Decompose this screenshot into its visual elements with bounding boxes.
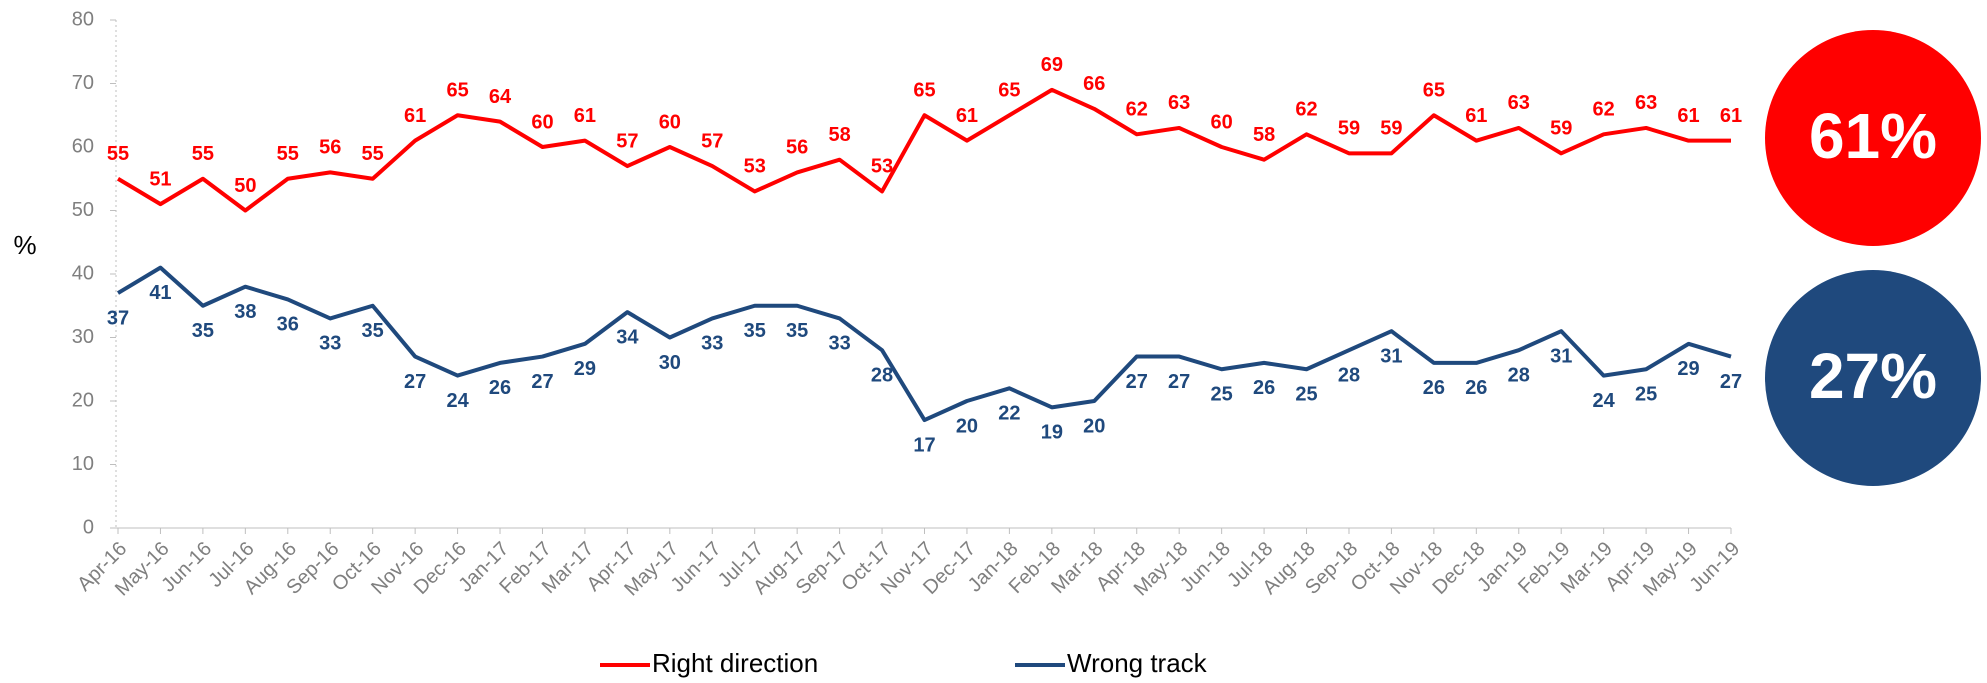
data-label: 26 — [1423, 377, 1445, 399]
data-label: 28 — [1338, 364, 1360, 386]
data-label: 61 — [404, 105, 426, 127]
data-label: 27 — [1720, 371, 1742, 393]
data-label: 20 — [956, 415, 978, 437]
data-label: 25 — [1635, 384, 1657, 406]
data-label: 60 — [531, 111, 553, 133]
data-label: 35 — [786, 320, 808, 342]
data-label: 61 — [574, 105, 596, 127]
data-label: 61 — [956, 105, 978, 127]
data-label: 62 — [1593, 99, 1615, 121]
data-label: 28 — [871, 364, 893, 386]
data-label: 31 — [1550, 345, 1572, 367]
data-label: 65 — [913, 80, 935, 102]
data-label: 22 — [998, 403, 1020, 425]
data-label: 61 — [1465, 105, 1487, 127]
line-series — [116, 87, 1731, 213]
data-label: 24 — [446, 390, 469, 412]
data-label: 25 — [1295, 384, 1317, 406]
data-label: 26 — [1253, 377, 1275, 399]
data-label: 31 — [1380, 345, 1402, 367]
data-label: 35 — [362, 320, 384, 342]
data-label: 60 — [1211, 111, 1233, 133]
y-tick-label: 30 — [72, 326, 94, 348]
data-label: 59 — [1338, 118, 1360, 140]
data-label: 55 — [362, 143, 384, 165]
callout-label: 61% — [1809, 100, 1937, 172]
data-label: 36 — [277, 314, 299, 336]
data-label: 60 — [659, 111, 681, 133]
data-label: 30 — [659, 352, 681, 374]
y-tick-label: 0 — [83, 516, 94, 538]
data-label: 65 — [998, 80, 1020, 102]
data-label: 59 — [1550, 118, 1572, 140]
y-tick-label: 60 — [72, 135, 94, 157]
data-label: 28 — [1508, 364, 1530, 386]
line-series — [116, 265, 1732, 423]
data-label: 62 — [1295, 99, 1317, 121]
data-label: 41 — [149, 282, 171, 304]
data-label: 69 — [1041, 54, 1063, 76]
data-label: 66 — [1083, 73, 1105, 95]
data-label: 27 — [1126, 371, 1148, 393]
data-label: 51 — [149, 168, 171, 190]
legend-label: Right direction — [652, 648, 818, 678]
data-label: 26 — [489, 377, 511, 399]
data-label: 19 — [1041, 422, 1063, 444]
data-label: 37 — [107, 307, 129, 329]
data-label: 33 — [319, 333, 341, 355]
y-tick-label: 20 — [72, 389, 94, 411]
data-label: 56 — [319, 137, 341, 159]
data-label: 29 — [1677, 358, 1699, 380]
y-tick-label: 70 — [72, 72, 94, 94]
data-label: 63 — [1168, 92, 1190, 114]
data-label: 27 — [404, 371, 426, 393]
data-label: 26 — [1465, 377, 1487, 399]
data-label: 20 — [1083, 415, 1105, 437]
data-label: 29 — [574, 358, 596, 380]
data-label: 35 — [744, 320, 766, 342]
data-label: 64 — [489, 86, 512, 108]
callout-circle — [1765, 270, 1981, 486]
data-label: 53 — [744, 156, 766, 178]
data-label: 62 — [1126, 99, 1148, 121]
data-label: 61 — [1720, 105, 1742, 127]
y-tick-label: 10 — [72, 453, 94, 475]
data-label: 65 — [446, 80, 468, 102]
y-axis-label: % — [13, 230, 36, 260]
data-label: 58 — [1253, 124, 1275, 146]
y-tick-label: 80 — [72, 8, 94, 30]
data-label: 61 — [1677, 105, 1699, 127]
data-label: 35 — [192, 320, 214, 342]
data-label: 58 — [828, 124, 850, 146]
data-label: 63 — [1635, 92, 1657, 114]
data-label: 24 — [1593, 390, 1616, 412]
callout-circle — [1765, 30, 1981, 246]
data-label: 27 — [531, 371, 553, 393]
data-label: 33 — [828, 333, 850, 355]
data-label: 27 — [1168, 371, 1190, 393]
y-tick-label: 50 — [72, 199, 94, 221]
data-label: 65 — [1423, 80, 1445, 102]
data-label: 38 — [234, 301, 256, 323]
data-label: 63 — [1508, 92, 1530, 114]
data-label: 53 — [871, 156, 893, 178]
data-label: 56 — [786, 137, 808, 159]
data-label: 34 — [616, 326, 639, 348]
legend-label: Wrong track — [1067, 648, 1208, 678]
data-label: 17 — [913, 434, 935, 456]
callout-label: 27% — [1809, 340, 1937, 412]
data-label: 25 — [1211, 384, 1233, 406]
data-label: 57 — [701, 130, 723, 152]
data-label: 50 — [234, 175, 256, 197]
data-label: 33 — [701, 333, 723, 355]
data-label: 55 — [192, 143, 214, 165]
data-label: 55 — [277, 143, 299, 165]
y-tick-label: 40 — [72, 262, 94, 284]
data-label: 59 — [1380, 118, 1402, 140]
data-label: 55 — [107, 143, 129, 165]
data-label: 57 — [616, 130, 638, 152]
